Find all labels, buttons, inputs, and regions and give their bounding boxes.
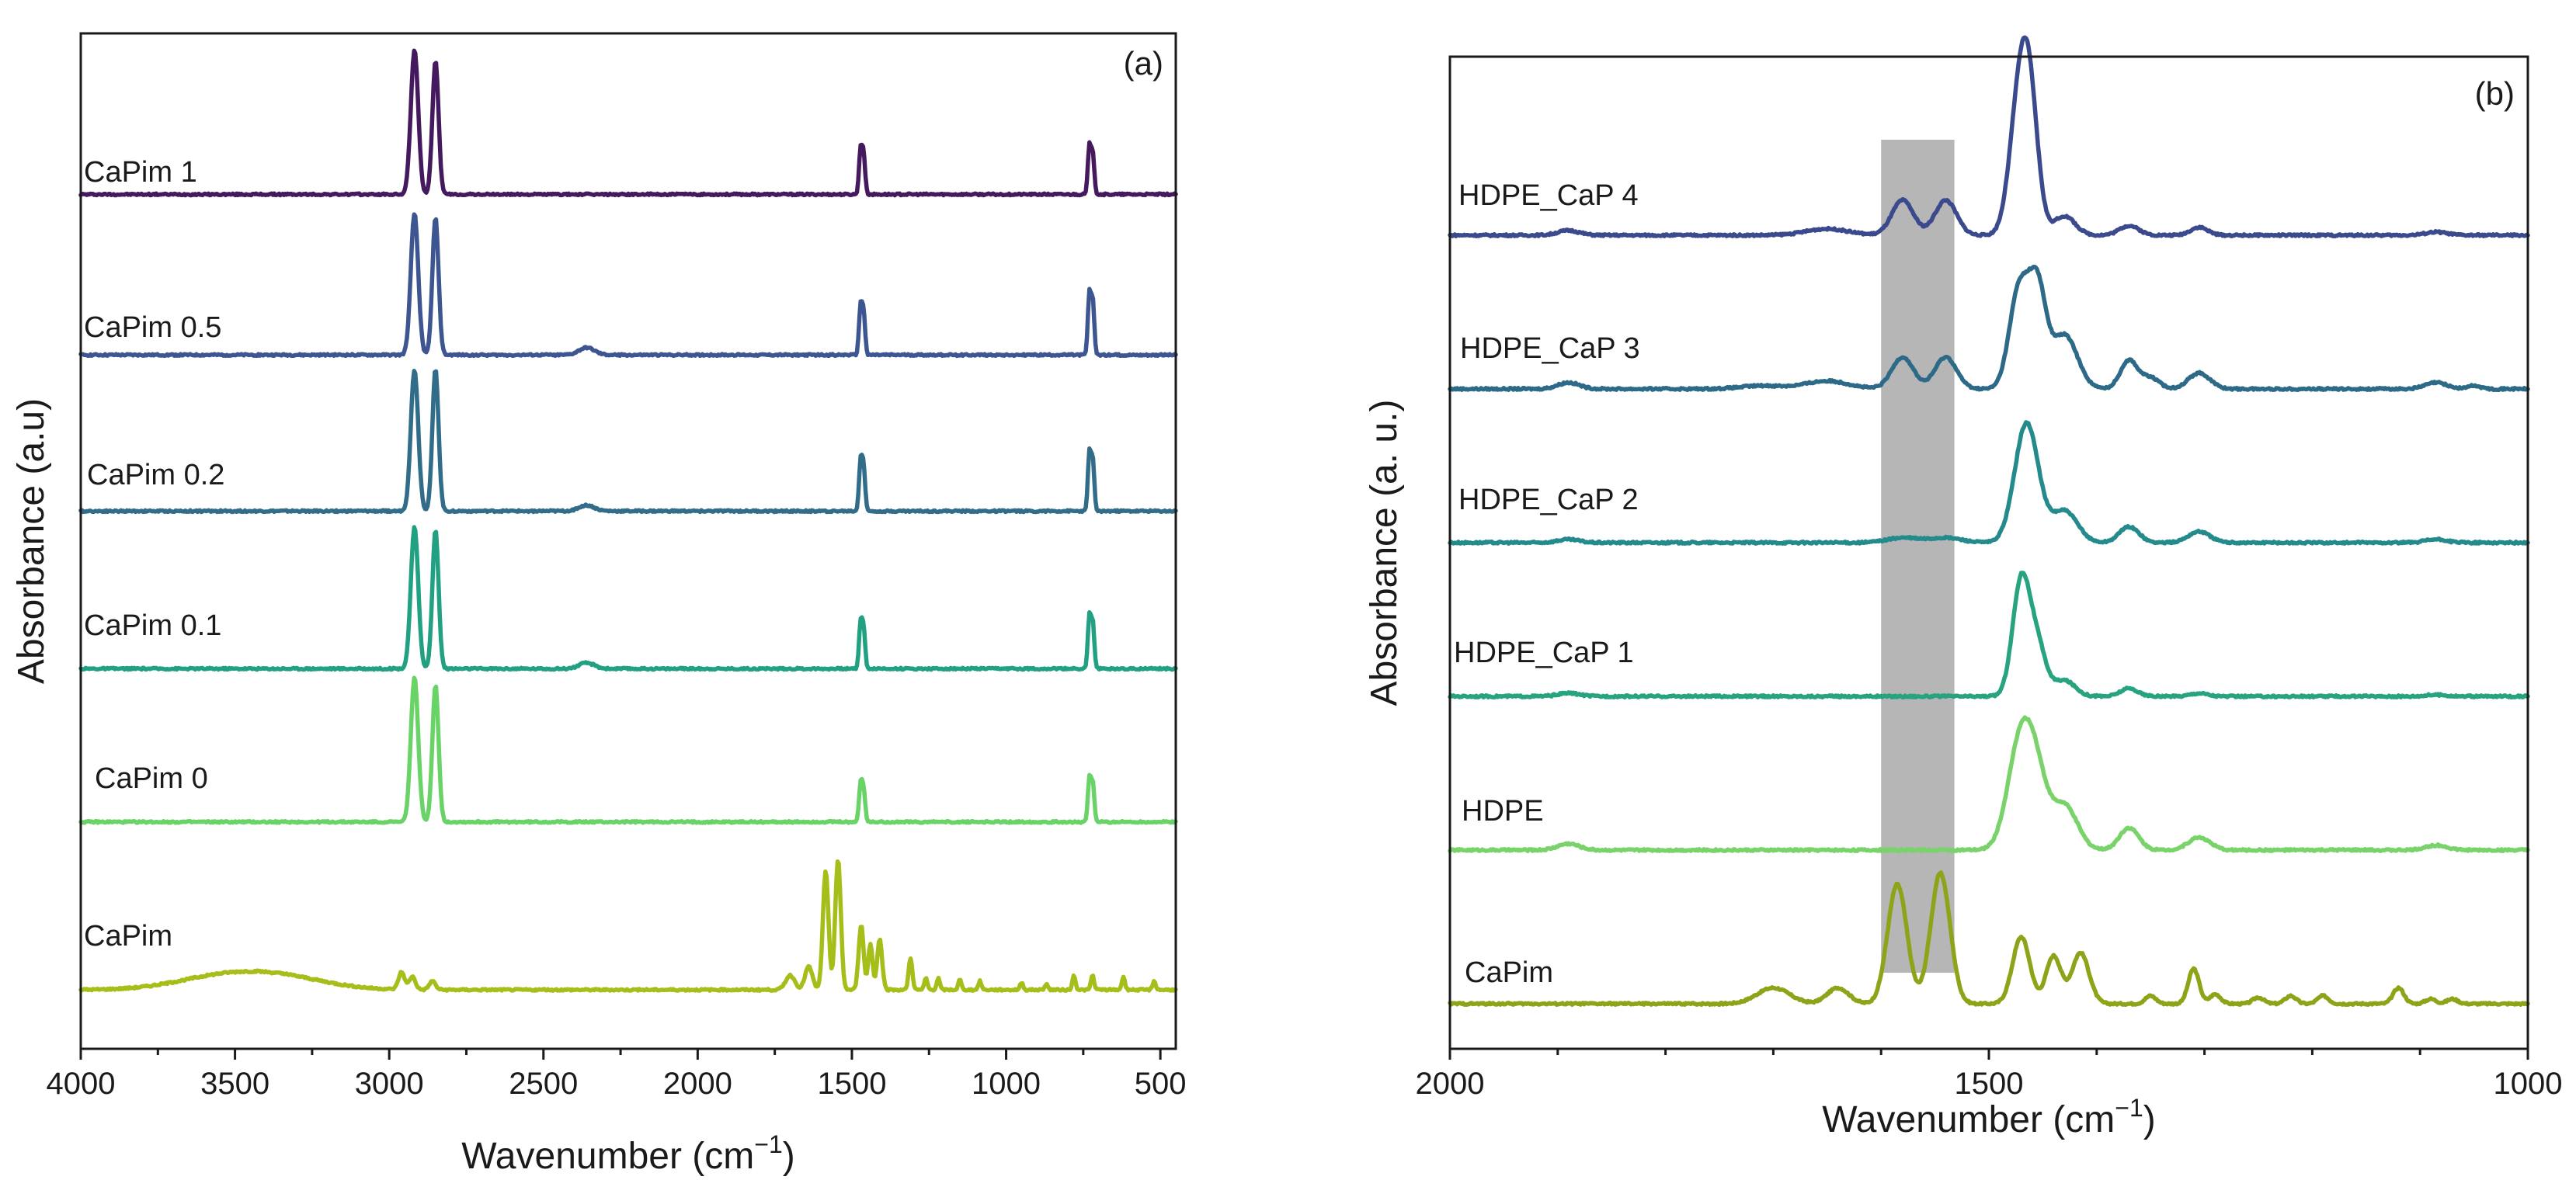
panel-b-x-tick-label-1500: 1500 (1955, 1067, 2024, 1101)
panel-b-series-label-capim: CaPim (1465, 956, 1553, 989)
panel-a-series-capim (78, 859, 1178, 993)
panel-b-label: (b) (2475, 75, 2515, 112)
panel-a-x-tick-label-3500: 3500 (200, 1067, 269, 1101)
panel-a-series-capim-1 (78, 48, 1178, 198)
panel-a-x-tick-label-4000: 4000 (47, 1067, 116, 1101)
panel-a-xlabel-suffix: ) (783, 1136, 795, 1177)
panel-b-x-tick-label-1000: 1000 (2494, 1067, 2563, 1101)
panel-a-series-label-capim-1: CaPim 1 (84, 156, 197, 189)
panel-a-series-label-capim-0-2: CaPim 0.2 (87, 459, 224, 491)
panel-b-series-hdpe-cap-1 (1448, 571, 2530, 699)
panel-a-series-label-capim: CaPim (84, 920, 172, 953)
panel-a-series-label-capim-0-5: CaPim 0.5 (84, 311, 221, 344)
panel-a-x-tick-label-2500: 2500 (509, 1067, 578, 1101)
panel-a-series: CaPim 1 CaPim 0.5 CaPim 0.2 CaPim 0.1 CaPim … (78, 48, 1178, 993)
panel-b-xlabel-sup: −1 (2115, 1094, 2143, 1122)
panel-b-series-hdpe-cap-3 (1448, 264, 2530, 392)
panel-a-x-tick-label-1500: 1500 (817, 1067, 886, 1101)
panel-a-y-axis-label: Absorbance (a.u) (11, 398, 52, 684)
panel-b-highlight-band (1881, 140, 1955, 973)
panel-a-ticks: 4000 3500 3000 2500 2000 1500 1000 500 (47, 1049, 1187, 1101)
panel-b-series-label-hdpe-cap-4: HDPE_CaP 4 (1458, 179, 1639, 212)
panel-a-series-label-capim-0-1: CaPim 0.1 (84, 609, 221, 642)
panel-a-x-tick-label-3000: 3000 (355, 1067, 424, 1101)
panel-b-y-axis-label: Absorbance (a. u.) (1364, 400, 1405, 706)
panel-b-series-label-hdpe-cap-3: HDPE_CaP 3 (1460, 332, 1640, 365)
panel-b-xlabel-suffix: ) (2143, 1099, 2156, 1140)
panel-a-x-axis-label: Wavenumber (cm−1) (461, 1130, 794, 1177)
panel-b-series-hdpe-cap-4 (1448, 35, 2530, 238)
panel-b-x-tick-label-2000: 2000 (1416, 1067, 1485, 1101)
panel-a-xlabel-main: Wavenumber (cm (461, 1136, 754, 1177)
panel-b-x-axis-label: Wavenumber (cm−1) (1822, 1094, 2155, 1140)
panel-b-series-label-hdpe-cap-2: HDPE_CaP 2 (1458, 484, 1639, 516)
panel-a-series-capim-0 (78, 675, 1178, 825)
panel-a: CaPim 1 CaPim 0.5 CaPim 0.2 CaPim 0.1 CaPim … (11, 32, 1187, 1177)
panel-a-series-capim-0-5 (78, 212, 1178, 359)
panel-b-ticks: 2000 1500 1000 (1416, 1049, 2563, 1101)
panel-a-series-label-capim-0: CaPim 0 (95, 762, 208, 795)
panel-a-x-tick-label-1000: 1000 (972, 1067, 1041, 1101)
panel-a-xlabel-sup: −1 (754, 1130, 782, 1158)
panel-b-series-hdpe (1448, 715, 2530, 853)
panel-a-series-capim-0-1 (78, 525, 1178, 672)
panel-b: HDPE_CaP 4 HDPE_CaP 3 HDPE_CaP 2 HDPE_CaP 1… (1364, 35, 2563, 1140)
panel-a-x-tick-label-2000: 2000 (663, 1067, 732, 1101)
panel-b-series-hdpe-cap-2 (1448, 420, 2530, 546)
panel-b-xlabel-main: Wavenumber (cm (1822, 1099, 2115, 1140)
panel-a-x-tick-label-500: 500 (1135, 1067, 1187, 1101)
panel-b-series: HDPE_CaP 4 HDPE_CaP 3 HDPE_CaP 2 HDPE_CaP 1… (1448, 35, 2530, 1007)
panel-a-frame (79, 32, 1177, 1050)
panel-a-series-capim-0-2 (78, 369, 1178, 515)
panel-b-series-label-hdpe: HDPE (1462, 795, 1544, 828)
panel-b-series-capim (1448, 870, 2530, 1007)
panel-a-label: (a) (1124, 45, 1163, 82)
panel-b-series-label-hdpe-cap-1: HDPE_CaP 1 (1454, 637, 1634, 669)
